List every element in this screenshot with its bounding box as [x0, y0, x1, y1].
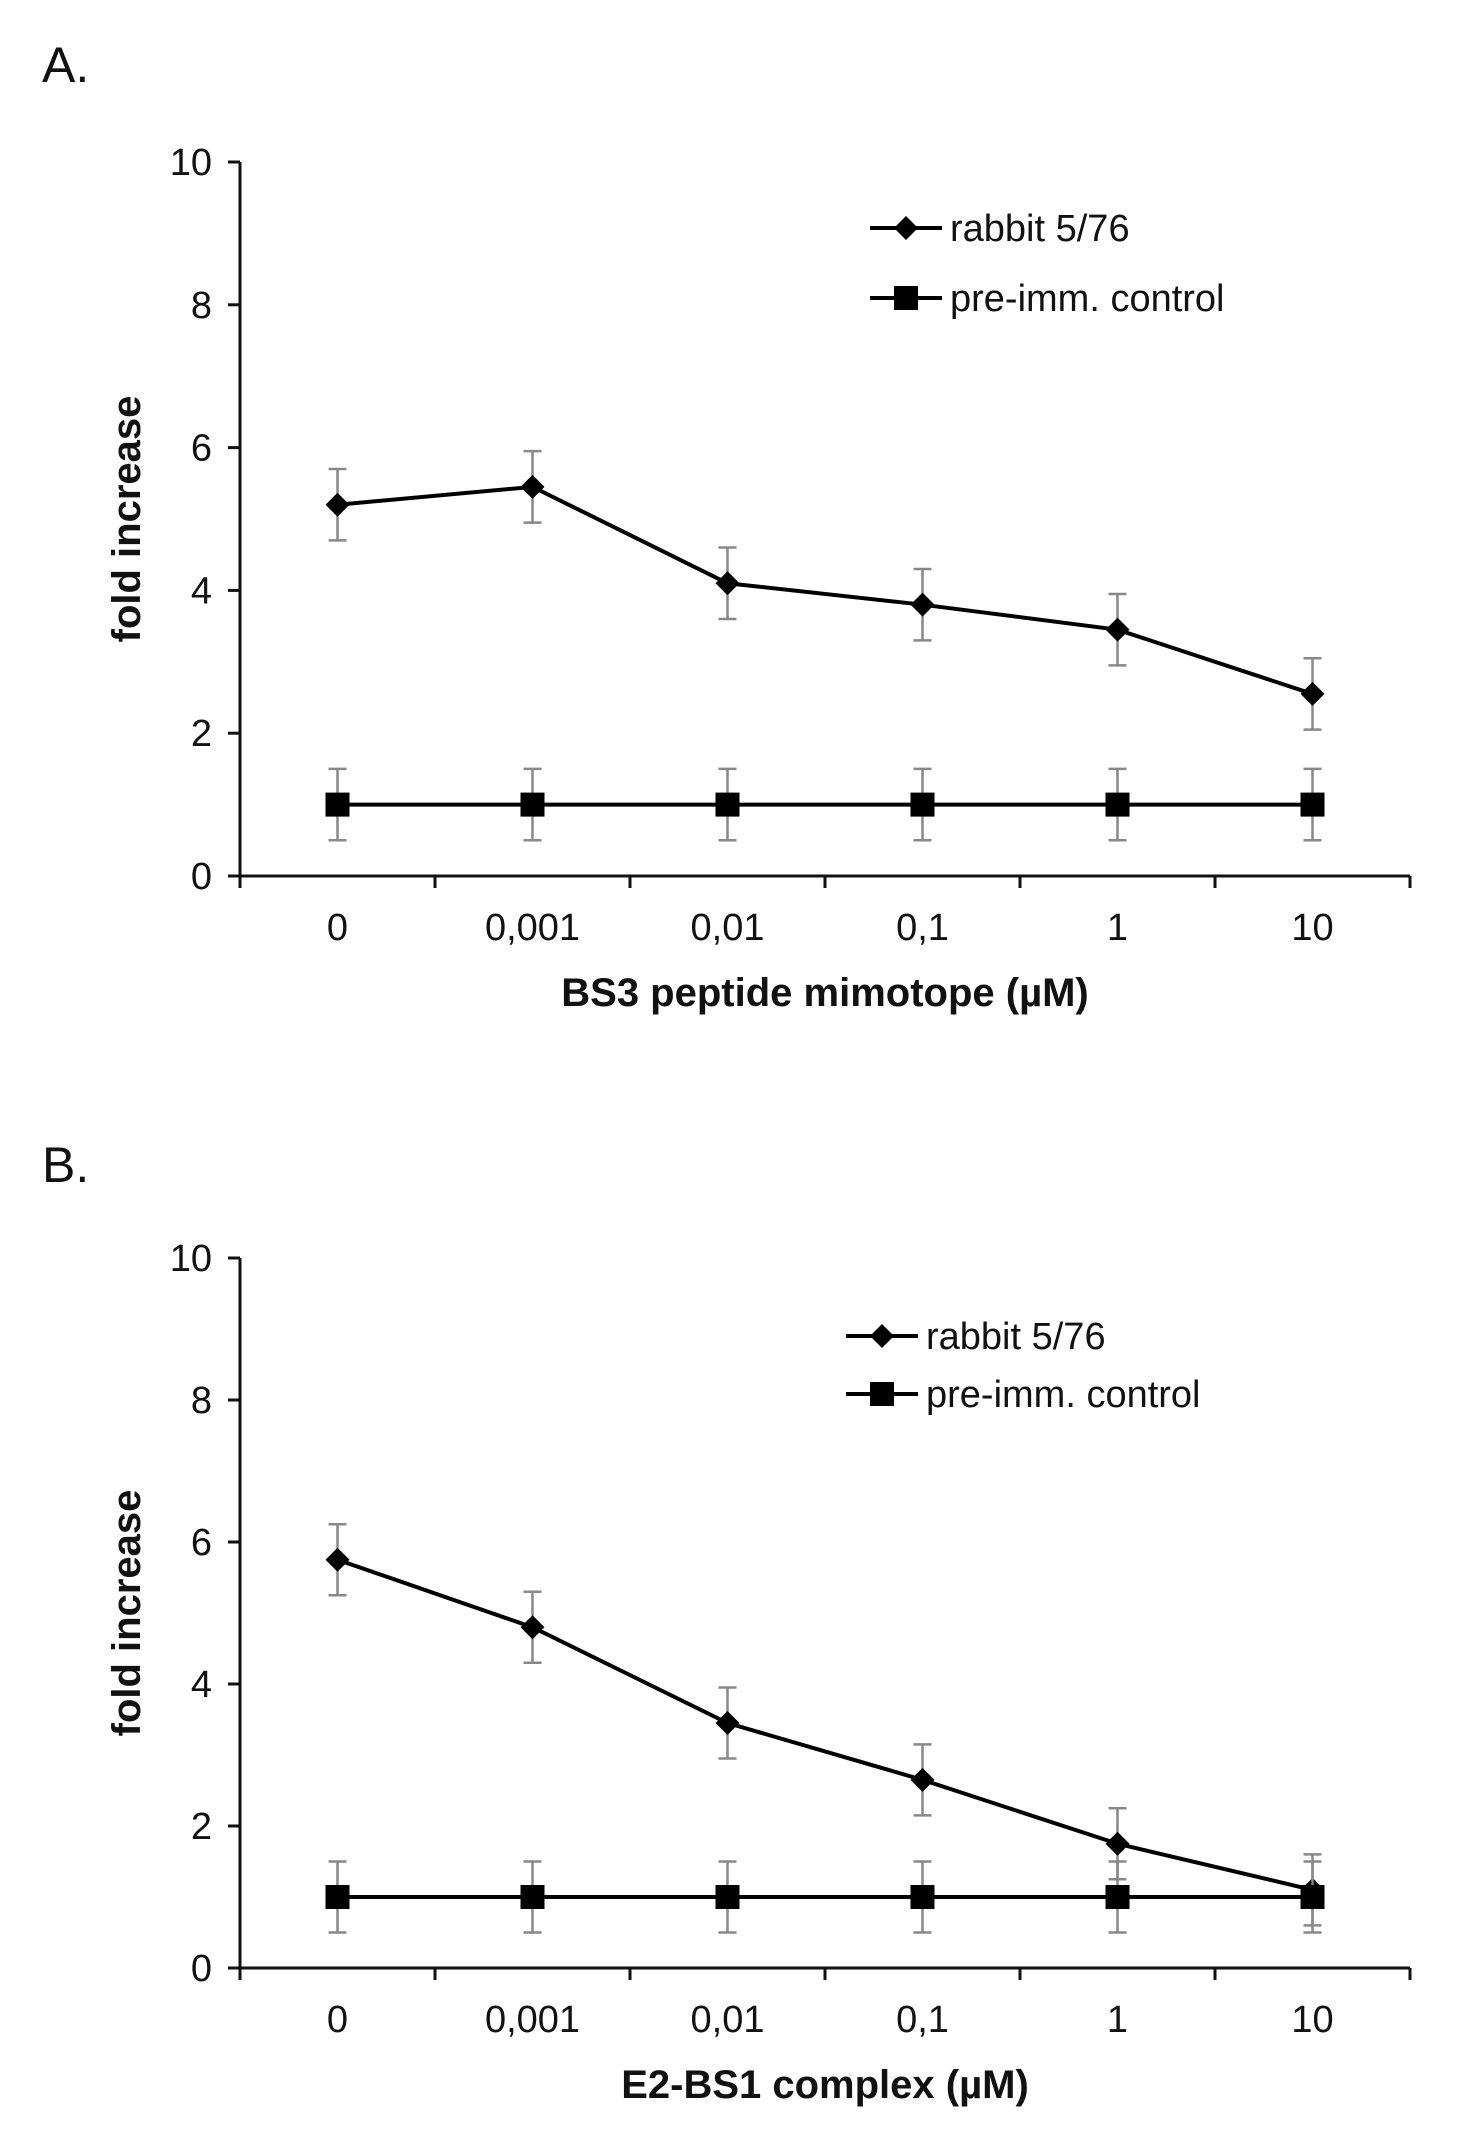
data-point: [910, 1885, 935, 1909]
data-point: [1105, 792, 1130, 817]
series-square: [325, 1860, 1325, 1934]
x-tick-label: 0,1: [896, 1999, 949, 2041]
y-axis-title: fold increase: [105, 1490, 149, 1737]
data-point: [715, 1711, 740, 1736]
x-tick-label: 0,01: [691, 907, 765, 949]
x-tick-label: 1: [1107, 1999, 1128, 2041]
data-point: [325, 1885, 350, 1909]
legend-label: rabbit 5/76: [926, 1316, 1106, 1358]
series-diamond: [325, 1523, 1325, 1927]
x-tick-label: 0,01: [691, 1999, 765, 2041]
x-tick-label: 10: [1291, 1999, 1333, 2041]
data-point: [910, 792, 935, 817]
y-tick-label: 8: [191, 285, 212, 327]
data-point: [1105, 617, 1130, 642]
y-tick-label: 0: [191, 1948, 212, 1990]
x-tick-label: 0: [327, 907, 348, 949]
data-point: [325, 792, 350, 817]
legend-marker: [894, 286, 918, 310]
legend-marker: [870, 1382, 894, 1406]
data-point: [715, 792, 740, 817]
y-tick-label: 0: [191, 856, 212, 898]
y-tick-label: 2: [191, 1806, 212, 1848]
y-tick-label: 6: [191, 428, 212, 470]
data-point: [325, 492, 350, 517]
y-tick-label: 2: [191, 713, 212, 755]
legend: rabbit 5/76 pre-imm. control: [870, 208, 1225, 320]
series-line: [337, 484, 1314, 696]
data-point: [1300, 1885, 1325, 1909]
x-tick-label: 0,001: [485, 907, 580, 949]
data-point: [1105, 1831, 1130, 1856]
series-diamond: [325, 449, 1325, 731]
data-point: [1300, 681, 1325, 706]
y-tick-label: 10: [170, 142, 212, 184]
data-point: [910, 1767, 935, 1792]
x-tick-label: 0,001: [485, 1999, 580, 2041]
y-tick-label: 10: [170, 1238, 212, 1280]
y-tick-label: 8: [191, 1380, 212, 1422]
y-tick-label: 4: [191, 1664, 212, 1706]
legend: rabbit 5/76 pre-imm. control: [846, 1316, 1201, 1416]
data-point: [910, 592, 935, 617]
data-point: [1300, 792, 1325, 817]
panel-label: B.: [42, 1137, 89, 1193]
panel-b: B. 0 2 4 6 8 10 0 0,001 0,01 0,1 1 10 E2-BS1 complex …: [42, 1137, 1412, 2107]
series-square: [325, 767, 1325, 842]
x-tick-label: 1: [1107, 907, 1128, 949]
x-axis-title: E2-BS1 complex (µM): [621, 2063, 1029, 2107]
y-tick-label: 4: [191, 570, 212, 612]
x-tick-label: 10: [1291, 907, 1333, 949]
data-point: [715, 571, 740, 596]
data-point: [520, 474, 545, 499]
legend-marker: [870, 1324, 894, 1348]
data-point: [325, 1547, 350, 1572]
legend-label: rabbit 5/76: [950, 208, 1130, 250]
y-tick-label: 6: [191, 1522, 212, 1564]
panel-a: A. 0 2 4 6 8 10 0 0,001 0,01 0,1 1 10 BS3 peptide mim…: [42, 37, 1412, 1015]
data-point: [715, 1885, 740, 1909]
y-axis-title: fold increase: [105, 396, 149, 643]
data-point: [520, 792, 545, 817]
x-axis-title: BS3 peptide mimotope (µM): [561, 971, 1089, 1015]
x-tick-label: 0,1: [896, 907, 949, 949]
x-tick-label: 0: [327, 1999, 348, 2041]
data-point: [520, 1615, 545, 1640]
data-point: [1105, 1885, 1130, 1909]
legend-label: pre-imm. control: [950, 278, 1225, 320]
panel-label: A.: [42, 37, 89, 93]
data-point: [520, 1885, 545, 1909]
legend-label: pre-imm. control: [926, 1374, 1201, 1416]
series-line: [336, 1557, 1313, 1892]
legend-marker: [894, 216, 918, 240]
